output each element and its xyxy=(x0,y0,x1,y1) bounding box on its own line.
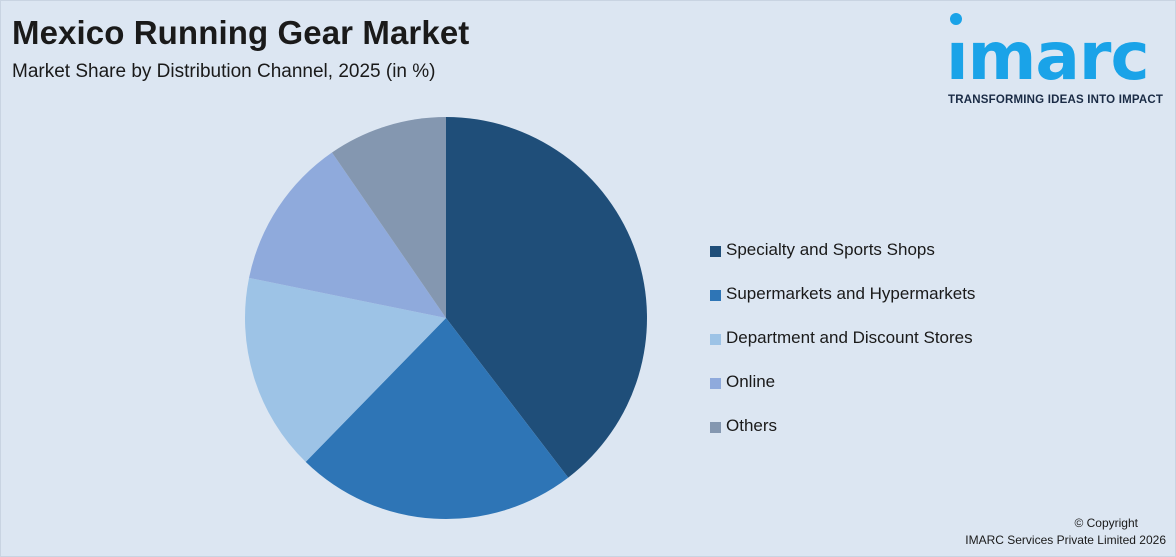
logo-tagline: TRANSFORMING IDEAS INTO IMPACT xyxy=(948,94,1164,106)
copyright-notice: © Copyright IMARC Services Private Limit… xyxy=(965,515,1166,549)
pie-slice-2 xyxy=(305,318,569,519)
pie-slice-5 xyxy=(331,117,446,318)
legend-label: Others xyxy=(726,416,778,435)
chart-title: Mexico Running Gear Market xyxy=(12,14,470,51)
legend-swatch xyxy=(710,245,721,257)
pie-slice-1 xyxy=(446,117,647,478)
legend-label: Specialty and Sports Shops xyxy=(726,240,935,259)
legend-item: Online xyxy=(710,360,975,404)
legend-item: Department and Discount Stores xyxy=(710,316,975,360)
chart-subtitle: Market Share by Distribution Channel, 20… xyxy=(12,61,436,82)
logo-dot xyxy=(950,13,962,25)
legend-swatch xyxy=(710,377,721,389)
legend-item: Specialty and Sports Shops xyxy=(710,228,975,272)
copyright-line: © Copyright xyxy=(1074,516,1138,530)
chart-legend: Specialty and Sports Shops Supermarkets … xyxy=(710,228,975,448)
legend-label: Online xyxy=(726,372,776,391)
imarc-logo: ımarc TRANSFORMING IDEAS INTO IMPACT xyxy=(946,10,1170,110)
legend-label: Supermarkets and Hypermarkets xyxy=(726,284,976,303)
copyright-owner: IMARC Services Private Limited 2026 xyxy=(965,533,1166,547)
pie-chart xyxy=(245,117,647,519)
logo-wordmark: ımarc xyxy=(946,18,1150,95)
legend-swatch xyxy=(710,289,721,301)
legend-swatch xyxy=(710,421,721,433)
legend-label: Department and Discount Stores xyxy=(726,328,973,347)
pie-slice-3 xyxy=(245,277,446,462)
legend-swatch xyxy=(710,333,721,345)
pie-slice-4 xyxy=(249,152,446,318)
legend-item: Others xyxy=(710,404,975,448)
pie-slices xyxy=(245,117,647,519)
legend-item: Supermarkets and Hypermarkets xyxy=(710,272,975,316)
